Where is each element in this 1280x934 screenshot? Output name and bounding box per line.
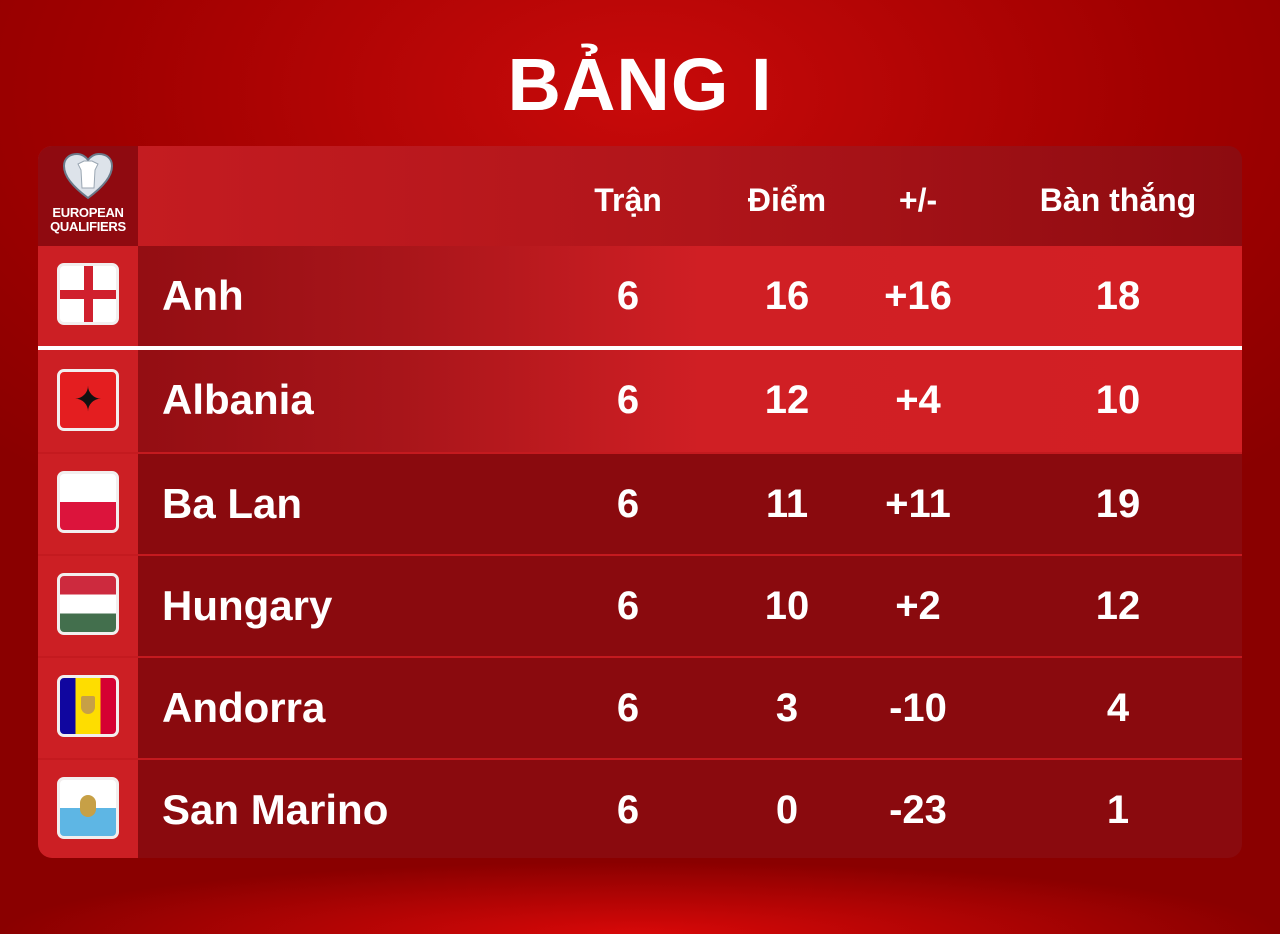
goals: 12 [1095, 584, 1141, 628]
points: 12 [764, 378, 810, 422]
team-name: Hungary [162, 582, 333, 629]
table-row: Anh 6 16 +16 18 [38, 246, 1242, 348]
column-goal-diff: +/- [898, 182, 938, 218]
column-points: Điểm [747, 182, 827, 218]
points: 0 [775, 788, 799, 832]
played: 6 [616, 584, 640, 628]
table-row: Hungary 6 10 +2 12 [38, 554, 1242, 656]
column-played: Trận [594, 182, 662, 218]
points: 10 [764, 584, 810, 628]
hungary-flag [57, 573, 119, 635]
albania-flag: ✦ [57, 369, 119, 431]
standings-table: EUROPEAN QUALIFIERS Trận Điểm +/- Bàn thắ… [38, 146, 1242, 858]
poland-flag [57, 471, 119, 533]
goal-diff: +11 [885, 482, 951, 526]
played: 6 [616, 788, 640, 832]
heart-shirt-icon [62, 152, 114, 200]
andorra-flag [57, 675, 119, 737]
goal-diff: +4 [895, 378, 941, 422]
team-name: Andorra [162, 684, 326, 731]
goal-diff: +2 [895, 584, 941, 628]
played: 6 [616, 482, 640, 526]
goals: 19 [1095, 482, 1141, 526]
points: 11 [765, 482, 809, 526]
team-name: Anh [162, 272, 244, 319]
logo-line-1: EUROPEAN [52, 205, 124, 220]
england-flag [57, 263, 119, 325]
played: 6 [616, 686, 640, 730]
goal-diff: -23 [889, 788, 947, 832]
table-header: EUROPEAN QUALIFIERS Trận Điểm +/- Bàn thắ… [38, 146, 1242, 246]
table-row: Ba Lan 6 11 +11 19 [38, 452, 1242, 554]
points: 3 [775, 686, 799, 730]
goals: 10 [1095, 378, 1141, 422]
team-name: San Marino [162, 786, 389, 833]
goals: 1 [1106, 788, 1130, 832]
team-name: Albania [162, 376, 314, 423]
page-title: BẢNG I [507, 43, 773, 126]
european-qualifiers-logo: EUROPEAN QUALIFIERS [38, 146, 138, 246]
logo-line-2: QUALIFIERS [50, 219, 126, 234]
played: 6 [616, 274, 640, 318]
points: 16 [764, 274, 810, 318]
table-row: ✦ Albania 6 12 +4 10 [38, 346, 1242, 452]
played: 6 [616, 378, 640, 422]
column-goals: Bàn thắng [1039, 182, 1197, 218]
team-name: Ba Lan [162, 480, 303, 527]
goal-diff: +16 [884, 274, 952, 318]
san-marino-flag [57, 777, 119, 839]
goal-diff: -10 [889, 686, 947, 730]
goals: 4 [1106, 686, 1130, 730]
table-row: Andorra 6 3 -10 4 [38, 656, 1242, 758]
goals: 18 [1095, 274, 1141, 318]
table-row: San Marino 6 0 -23 1 [38, 758, 1242, 858]
